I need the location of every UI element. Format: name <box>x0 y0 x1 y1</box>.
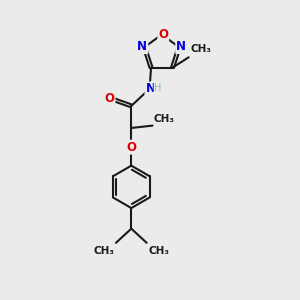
Text: N: N <box>146 82 155 95</box>
Text: CH₃: CH₃ <box>94 246 115 256</box>
Text: H: H <box>154 83 161 93</box>
Text: O: O <box>104 92 115 105</box>
Text: O: O <box>126 141 136 154</box>
Text: CH₃: CH₃ <box>190 44 211 54</box>
Text: CH₃: CH₃ <box>154 114 175 124</box>
Text: N: N <box>137 40 147 53</box>
Text: O: O <box>158 28 168 41</box>
Text: CH₃: CH₃ <box>148 246 169 256</box>
Text: N: N <box>176 40 186 53</box>
